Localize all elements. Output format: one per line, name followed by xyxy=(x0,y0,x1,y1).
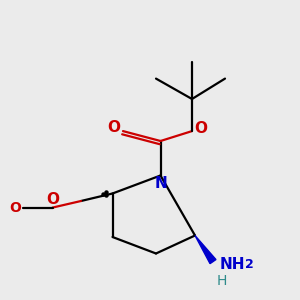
Text: N: N xyxy=(155,176,167,191)
Text: O: O xyxy=(9,201,21,214)
Text: NH: NH xyxy=(220,257,245,272)
Text: H: H xyxy=(216,274,226,288)
Text: O: O xyxy=(194,121,207,136)
Polygon shape xyxy=(195,236,216,264)
Text: O: O xyxy=(46,192,60,207)
Text: 2: 2 xyxy=(244,258,253,271)
Text: O: O xyxy=(107,120,121,135)
